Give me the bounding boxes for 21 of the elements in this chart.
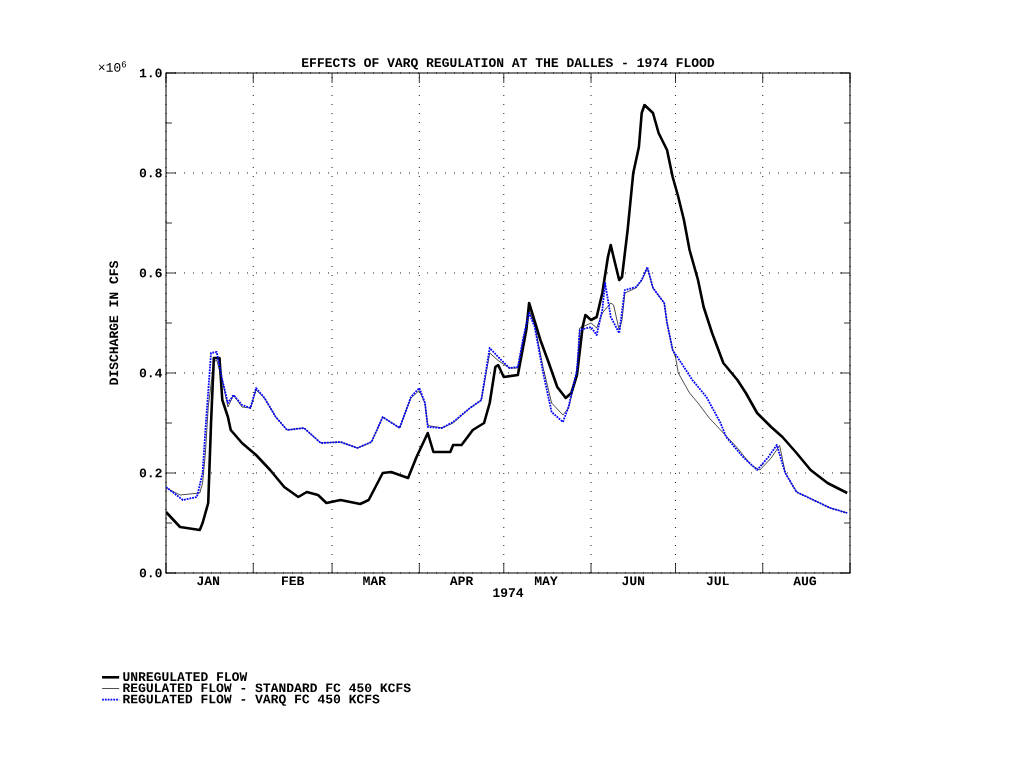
- legend-label: UNREGULATED FLOW: [123, 672, 248, 682]
- x-tick-label: MAR: [363, 576, 386, 586]
- chart-title: EFFECTS OF VARQ REGULATION AT THE DALLES - 1974 FLOOD: [302, 58, 715, 70]
- x-tick-label: MAY: [534, 576, 558, 586]
- y-tick-label: 0.6: [139, 268, 162, 278]
- legend-label: REGULATED FLOW - STANDARD FC 450 KCFS: [123, 683, 411, 693]
- x-tick-label: AUG: [793, 576, 817, 586]
- text: ×10$^{6}$: [98, 61, 127, 72]
- y-tick-label: 0.8: [139, 168, 162, 178]
- x-axis-title: 1974: [493, 588, 524, 598]
- x-tick-label: JAN: [197, 576, 220, 586]
- y-axis-title: DISCHARGE IN CFS: [109, 261, 119, 385]
- y-tick-label: 1.0: [139, 68, 162, 78]
- y-tick-label: 0.4: [139, 368, 163, 378]
- x-tick-label: APR: [449, 576, 474, 586]
- y-tick-label: 0.2: [139, 468, 162, 478]
- x-tick-label: FEB: [282, 576, 305, 586]
- x-tick-label: JUN: [622, 576, 645, 586]
- legend-label: REGULATED FLOW - VARQ FC 450 KCFS: [123, 694, 380, 706]
- y-tick-label: 0.0: [139, 568, 162, 578]
- x-tick-label: JUL: [706, 576, 729, 586]
